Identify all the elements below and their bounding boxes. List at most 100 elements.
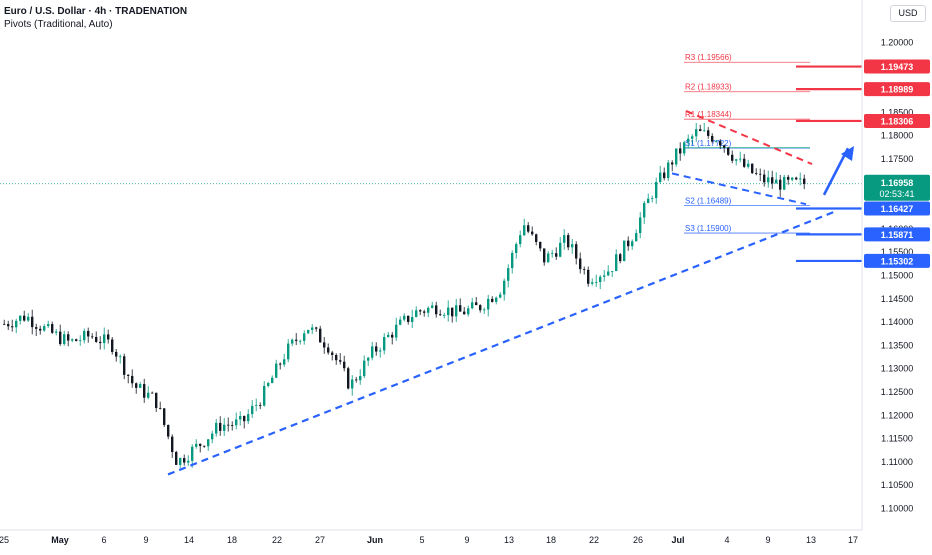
candle-body bbox=[519, 235, 522, 245]
candle-body bbox=[579, 258, 582, 270]
y-tick-label: 1.18000 bbox=[881, 131, 914, 141]
x-tick-label: 4 bbox=[724, 535, 729, 545]
indicator-label[interactable]: Pivots (Traditional, Auto) bbox=[4, 19, 113, 30]
candle-body bbox=[791, 177, 794, 180]
candle-body bbox=[31, 316, 34, 328]
candle-body bbox=[731, 154, 734, 161]
candle-body bbox=[379, 350, 382, 352]
candle-body bbox=[691, 136, 694, 139]
price-badge bbox=[864, 201, 930, 216]
candle-body bbox=[647, 198, 650, 204]
candle-body bbox=[571, 244, 574, 248]
candle-body bbox=[771, 177, 774, 184]
candle-body bbox=[223, 424, 226, 431]
candle-body bbox=[723, 145, 726, 148]
y-tick-label: 1.15000 bbox=[881, 271, 914, 281]
y-tick-label: 1.12000 bbox=[881, 410, 914, 420]
candle-body bbox=[739, 158, 742, 160]
candle-body bbox=[607, 271, 610, 276]
candle-body bbox=[655, 181, 658, 199]
candle-body bbox=[443, 315, 446, 316]
candle-body bbox=[115, 351, 118, 357]
y-tick-label: 1.11000 bbox=[881, 457, 913, 467]
candle-body bbox=[203, 445, 206, 447]
candle-body bbox=[359, 376, 362, 381]
candle-body bbox=[63, 334, 66, 345]
x-tick-label: 27 bbox=[315, 535, 325, 545]
candle-body bbox=[659, 172, 662, 182]
candle-body bbox=[575, 244, 578, 259]
candle-body bbox=[411, 316, 414, 322]
y-tick-label: 1.14000 bbox=[881, 317, 914, 327]
candle-body bbox=[95, 336, 98, 342]
candle-body bbox=[775, 179, 778, 184]
candle-body bbox=[179, 458, 182, 465]
candle-body bbox=[151, 392, 154, 394]
candle-body bbox=[135, 383, 138, 388]
candle-body bbox=[531, 231, 534, 235]
candle-body bbox=[219, 422, 222, 431]
candle-body bbox=[15, 320, 18, 328]
candle-body bbox=[763, 174, 766, 183]
candle-body bbox=[207, 439, 210, 447]
candle-body bbox=[755, 173, 758, 174]
current-price-label: 1.16958 bbox=[881, 178, 914, 188]
candle-body bbox=[759, 173, 762, 175]
candle-body bbox=[111, 339, 114, 352]
candle-body bbox=[23, 315, 26, 321]
candle-body bbox=[795, 177, 798, 180]
candle-body bbox=[187, 460, 190, 463]
candle-body bbox=[47, 324, 50, 327]
candle-body bbox=[451, 307, 454, 317]
candles bbox=[3, 122, 806, 468]
candle-body bbox=[503, 280, 506, 295]
candle-body bbox=[675, 148, 678, 165]
candle-body bbox=[87, 330, 90, 337]
countdown-label: 02:53:41 bbox=[879, 189, 914, 199]
candle-body bbox=[495, 297, 498, 302]
candle-body bbox=[75, 339, 78, 342]
price-badge-label: 1.15871 bbox=[881, 230, 914, 240]
candle-body bbox=[227, 424, 230, 426]
price-badge bbox=[864, 113, 930, 128]
x-tick-label: 9 bbox=[464, 535, 469, 545]
candle-body bbox=[19, 315, 22, 321]
candle-body bbox=[11, 326, 14, 328]
candle-body bbox=[435, 305, 438, 315]
candle-body bbox=[463, 311, 466, 315]
candle-body bbox=[539, 241, 542, 249]
candle-body bbox=[231, 425, 234, 426]
candle-body bbox=[595, 282, 598, 283]
candle-body bbox=[639, 217, 642, 234]
candle-body bbox=[383, 336, 386, 351]
pivot-label: R3 (1.19566) bbox=[685, 53, 732, 62]
candle-body bbox=[527, 225, 530, 232]
candle-body bbox=[563, 235, 566, 243]
candle-body bbox=[307, 329, 310, 334]
candle-body bbox=[191, 446, 194, 461]
y-tick-label: 1.10000 bbox=[881, 504, 914, 514]
candle-body bbox=[447, 307, 450, 316]
candle-body bbox=[311, 327, 314, 330]
candle-body bbox=[687, 138, 690, 143]
candle-body bbox=[651, 198, 654, 199]
x-tick-label: 22 bbox=[272, 535, 282, 545]
candle-body bbox=[331, 352, 334, 355]
x-tick-label: 22 bbox=[589, 535, 599, 545]
x-tick-label: 6 bbox=[101, 535, 106, 545]
currency-button[interactable]: USD bbox=[890, 5, 926, 22]
candle-body bbox=[747, 163, 750, 167]
candle-body bbox=[255, 405, 258, 406]
candle-body bbox=[619, 254, 622, 262]
candle-body bbox=[363, 360, 366, 377]
candle-body bbox=[367, 357, 370, 361]
pivot-label: R2 (1.18933) bbox=[685, 83, 732, 92]
candle-body bbox=[371, 346, 374, 358]
candle-body bbox=[139, 384, 142, 388]
candle-body bbox=[123, 356, 126, 375]
candle-body bbox=[399, 319, 402, 325]
price-badge-label: 1.18989 bbox=[881, 85, 914, 95]
candle-body bbox=[523, 225, 526, 236]
